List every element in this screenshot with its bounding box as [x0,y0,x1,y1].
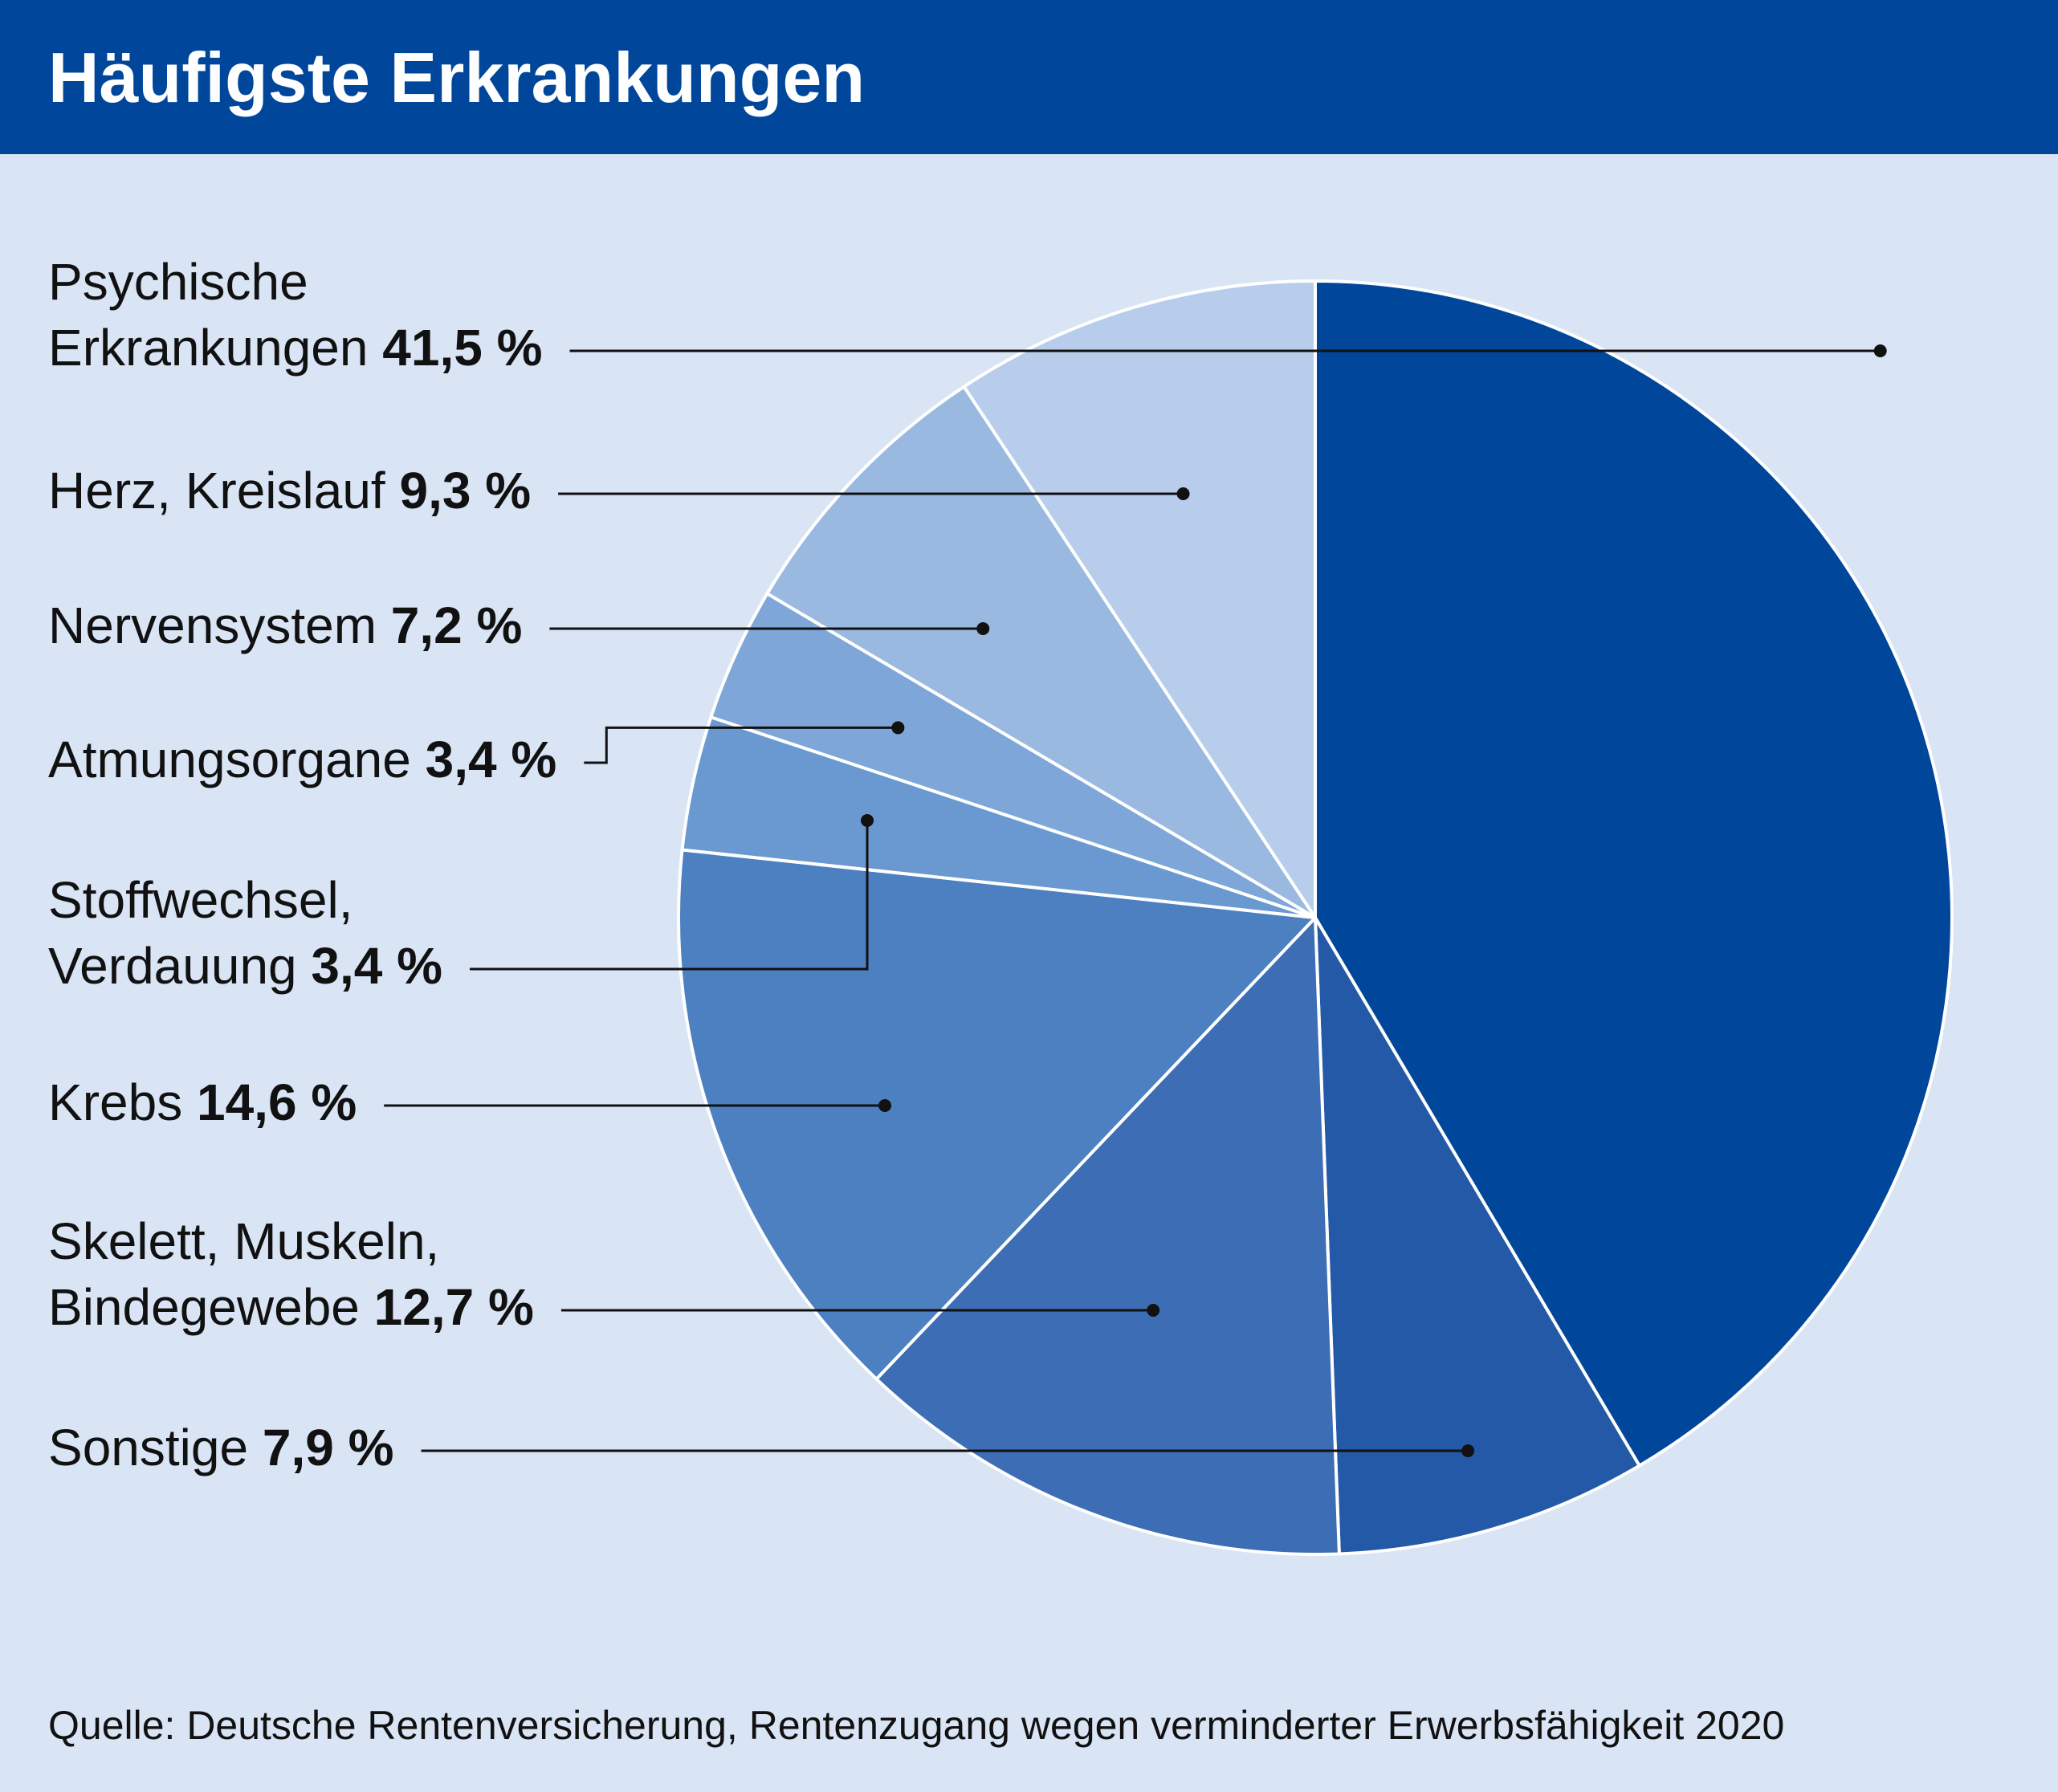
slice-label-text: Verdauung [48,937,297,995]
slice-label-3: Skelett, Muskeln, Bindegewebe 12,7 % [48,1208,534,1340]
pie-slice-8 [962,279,1317,919]
slice-value-label: 7,2 % [390,597,523,654]
slice-label-text: Stoffwechsel, [48,871,353,929]
leader-dot [976,622,990,635]
slice-value-label: 7,9 % [262,1419,394,1476]
leader-dot [1873,344,1887,357]
slice-label-line: Sonstige 7,9 % [48,1415,394,1480]
slice-label-6: Atmungsorgane 3,4 % [48,727,556,792]
slice-label-line: Herz, Kreislauf 9,3 % [48,458,531,523]
leader-line-3 [560,1304,1160,1317]
leader-line-path [584,726,899,764]
leader-line-2 [421,1444,1475,1457]
pie-slice-1 [1314,279,1954,1468]
slice-label-text: Herz, Kreislauf [48,462,385,519]
slice-value-label: 41,5 % [382,319,543,377]
leader-dot [1176,487,1190,500]
leader-line-8 [558,487,1190,500]
leader-line-6 [584,721,905,764]
slice-label-text: Bindegewebe [48,1278,360,1336]
leader-line-7 [549,622,990,635]
slice-label-text: Krebs [48,1073,183,1131]
slice-value-label: 12,7 % [373,1278,534,1336]
leader-dot [1147,1304,1160,1317]
slice-label-line: Stoffwechsel, [48,867,442,933]
leader-line-1 [569,344,1887,357]
leader-dot [1461,1444,1475,1457]
slice-label-4: Krebs 14,6 % [48,1069,357,1135]
slice-label-line: Krebs 14,6 % [48,1069,357,1135]
slice-label-line: Nervensystem 7,2 % [48,593,522,658]
leader-line-4 [384,1099,892,1112]
slice-label-line: Skelett, Muskeln, [48,1208,534,1274]
slice-label-line: Verdauung 3,4 % [48,933,442,999]
slice-label-text: Nervensystem [48,597,377,654]
slice-label-line: Erkrankungen 41,5 % [48,315,543,381]
header-bar: Häufigste Erkrankungen [0,0,2058,154]
slice-label-8: Herz, Kreislauf 9,3 % [48,458,531,523]
pie-slice-2 [1314,916,1641,1556]
slice-label-text: Sonstige [48,1419,249,1476]
slice-label-text: Skelett, Muskeln, [48,1212,440,1270]
leader-dot [891,721,905,735]
slice-label-line: Psychische [48,249,543,315]
leader-line-5 [470,813,874,971]
slice-label-line: Bindegewebe 12,7 % [48,1274,534,1340]
pie-slice-3 [874,916,1341,1556]
slice-label-text: Psychische [48,253,308,311]
slice-label-2: Sonstige 7,9 % [48,1415,394,1480]
pie-slice-7 [765,385,1317,919]
slice-value-label: 3,4 % [311,937,443,995]
slice-label-line: Atmungsorgane 3,4 % [48,727,556,792]
leader-dot [861,813,874,827]
slice-value-label: 9,3 % [399,462,532,519]
slice-label-7: Nervensystem 7,2 % [48,593,522,658]
source-note: Quelle: Deutsche Rentenversicherung, Ren… [48,1703,1785,1748]
slice-value-label: 3,4 % [425,731,557,788]
slice-label-5: Stoffwechsel, Verdauung 3,4 % [48,867,442,999]
leader-dot [878,1099,892,1112]
leader-line-path [470,820,869,971]
slice-value-label: 14,6 % [196,1073,357,1131]
slice-label-text: Erkrankungen [48,319,369,377]
slice-label-text: Atmungsorgane [48,731,411,788]
slice-label-1: Psychische Erkrankungen 41,5 % [48,249,543,381]
pie-slice-4 [677,848,1317,1381]
chart-title: Häufigste Erkrankungen [48,38,866,117]
